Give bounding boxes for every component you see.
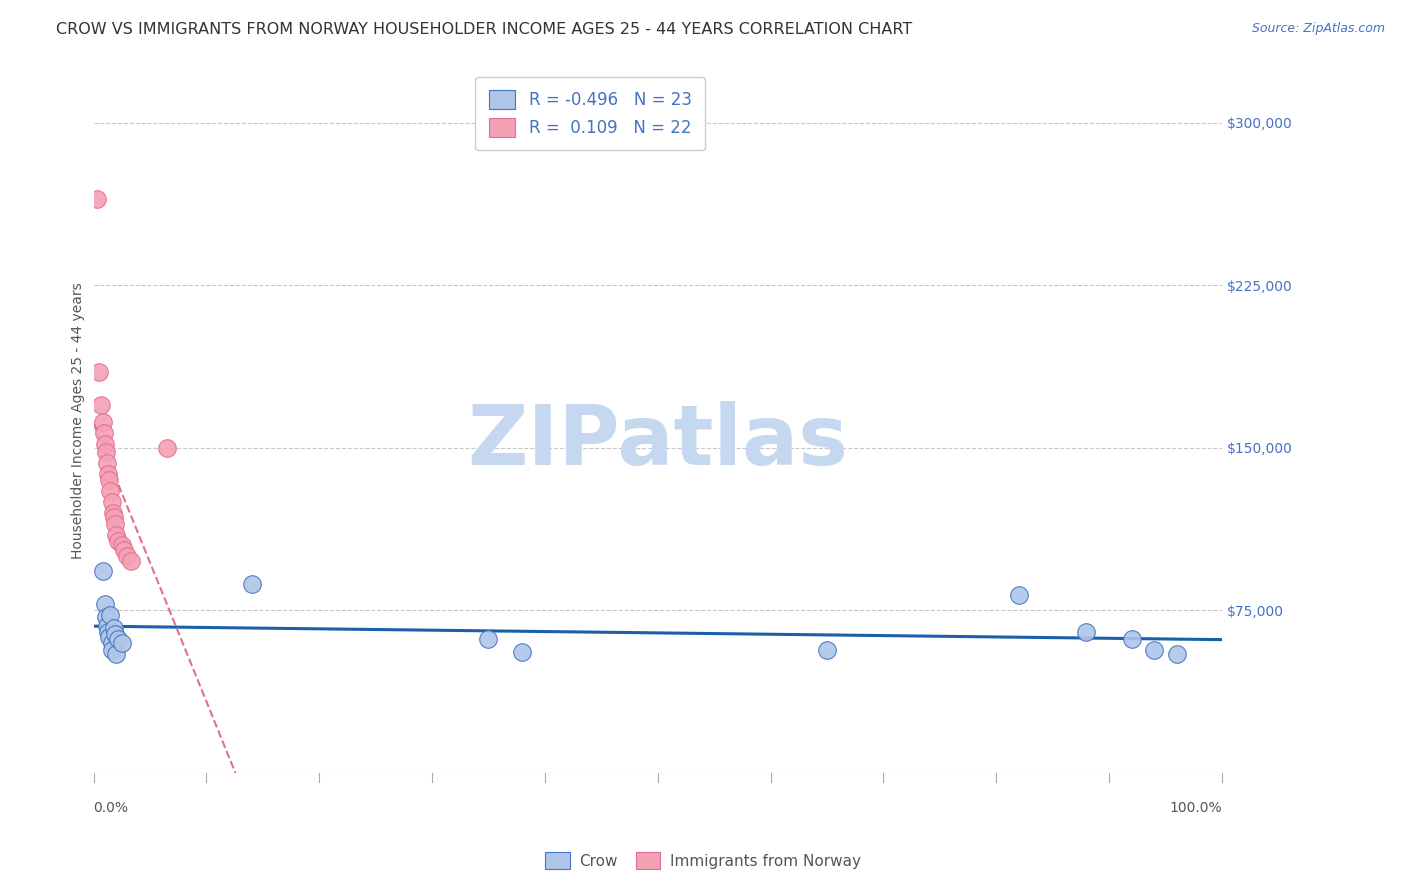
Point (105, 647, 128, 661)
Point (98, 474, 121, 488)
Text: ZIPatlas: ZIPatlas (467, 401, 848, 483)
Point (1166, 647, 1188, 661)
Point (100, 495, 122, 509)
Point (101, 506, 124, 520)
Point (1008, 588, 1031, 602)
Point (103, 510, 125, 524)
Point (104, 516, 127, 531)
Y-axis label: Householder Income Ages 25 - 44 years: Householder Income Ages 25 - 44 years (72, 283, 86, 559)
Point (815, 642, 838, 657)
Point (97, 625, 120, 640)
Legend: Crow, Immigrants from Norway: Crow, Immigrants from Norway (540, 846, 866, 875)
Point (103, 621, 125, 635)
Point (98, 630, 121, 644)
Point (107, 632, 129, 646)
Point (1121, 632, 1143, 646)
Text: CROW VS IMMIGRANTS FROM NORWAY HOUSEHOLDER INCOME AGES 25 - 44 YEARS CORRELATION: CROW VS IMMIGRANTS FROM NORWAY HOUSEHOLD… (56, 22, 912, 37)
Point (94, 610, 117, 624)
Point (117, 549, 139, 564)
Point (156, 441, 179, 455)
Point (107, 534, 129, 549)
Point (111, 636, 134, 650)
Point (100, 636, 122, 650)
Point (104, 627, 127, 641)
Point (94, 436, 117, 450)
Point (1076, 625, 1098, 640)
Point (93, 425, 115, 440)
Point (112, 542, 135, 557)
Point (111, 538, 134, 552)
Point (120, 554, 142, 568)
Legend: R = -0.496   N = 23, R =  0.109   N = 22: R = -0.496 N = 23, R = 0.109 N = 22 (475, 77, 704, 151)
Text: Source: ZipAtlas.com: Source: ZipAtlas.com (1251, 22, 1385, 36)
Point (91, 415, 114, 429)
Point (89, 365, 111, 379)
Point (105, 527, 128, 541)
Text: 100.0%: 100.0% (1170, 801, 1222, 815)
Point (100, 607, 122, 622)
Point (91, 565, 114, 579)
Point (240, 577, 263, 591)
Point (477, 632, 499, 646)
Text: 0.0%: 0.0% (94, 801, 128, 815)
Point (100, 484, 122, 499)
Point (96, 456, 118, 470)
Point (94, 597, 117, 611)
Point (86, 192, 108, 206)
Point (96, 618, 118, 632)
Point (90, 398, 112, 412)
Point (100, 642, 122, 657)
Point (94, 445, 117, 459)
Point (510, 645, 533, 659)
Point (1143, 642, 1166, 657)
Point (97, 467, 120, 481)
